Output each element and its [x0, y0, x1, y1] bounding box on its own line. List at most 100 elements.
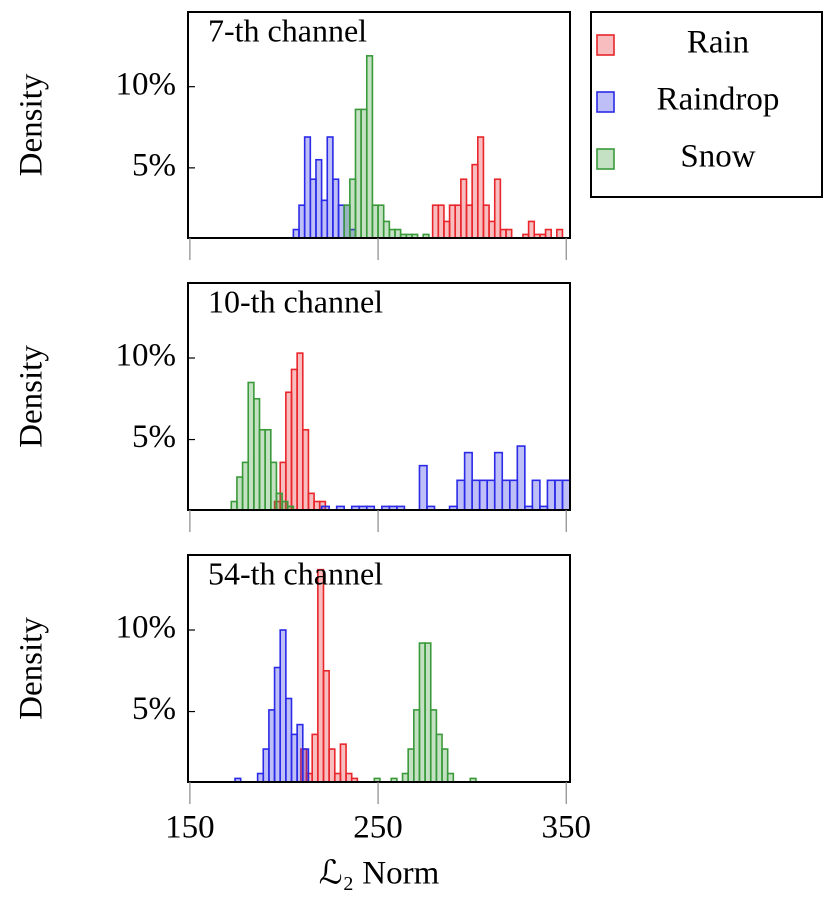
bar	[546, 479, 556, 510]
legend: Rain Raindrop Snow	[590, 11, 823, 198]
legend-label: Rain	[687, 25, 749, 61]
bar	[501, 479, 511, 510]
bar	[320, 199, 329, 238]
bar	[241, 461, 250, 510]
x-tick-label: 150	[165, 810, 215, 846]
bar	[258, 428, 266, 510]
bar	[247, 381, 255, 510]
bar	[315, 158, 323, 238]
bar	[245, 781, 253, 782]
bar	[273, 666, 282, 782]
bar	[230, 500, 238, 510]
bar	[317, 568, 325, 782]
bar	[527, 220, 536, 238]
bar	[251, 781, 259, 782]
bar	[505, 228, 513, 238]
bar	[433, 509, 443, 510]
panel-title: 54-th channel	[208, 555, 383, 591]
bar	[264, 428, 272, 510]
bar	[482, 204, 490, 238]
bar	[416, 237, 425, 238]
x-axis-label: ℒ₂ Norm	[319, 856, 440, 892]
bar	[418, 464, 428, 510]
plot-area	[234, 568, 489, 782]
bar	[478, 479, 489, 510]
panel-title: 7-th channel	[208, 12, 367, 48]
bar	[454, 204, 462, 238]
bar	[493, 178, 502, 238]
bar	[384, 781, 393, 782]
bar	[458, 781, 466, 782]
x-tick-label: 350	[541, 810, 591, 846]
bar	[516, 445, 526, 510]
bar	[403, 509, 413, 510]
bar	[343, 204, 351, 238]
bar	[422, 233, 430, 238]
bar	[475, 781, 483, 782]
bar	[285, 391, 293, 510]
bar	[345, 772, 353, 782]
bar	[379, 781, 387, 782]
legend-swatch	[596, 148, 615, 170]
bar	[429, 709, 438, 782]
bar	[463, 451, 473, 510]
bar	[452, 781, 460, 782]
bar	[418, 642, 426, 782]
legend-box	[590, 11, 823, 198]
y-axis-label: Density	[14, 617, 50, 720]
bar	[279, 629, 287, 782]
bar	[360, 108, 368, 238]
bar	[499, 228, 507, 238]
bar	[301, 428, 310, 510]
bar	[441, 748, 449, 782]
bar	[411, 233, 419, 238]
bar	[290, 368, 298, 510]
axis-frame	[187, 282, 571, 511]
x-tick-label: 250	[353, 810, 403, 846]
bar	[311, 733, 319, 782]
bar	[411, 509, 421, 510]
bar	[441, 509, 451, 510]
bar	[333, 772, 342, 782]
axis-frame	[187, 554, 571, 783]
bar	[401, 772, 409, 782]
legend-label: Snow	[680, 139, 755, 175]
bar	[326, 136, 334, 238]
bar	[550, 237, 558, 238]
bar	[236, 476, 244, 510]
bar	[471, 163, 479, 238]
bar	[446, 772, 455, 782]
bar	[275, 492, 283, 510]
bar	[407, 748, 415, 782]
bar	[396, 781, 404, 782]
y-tick-label: 5%	[132, 419, 176, 455]
bar	[309, 178, 317, 238]
bar	[298, 204, 306, 238]
bar	[531, 479, 541, 510]
bar	[460, 178, 468, 238]
legend-swatch	[596, 34, 615, 56]
bar	[301, 748, 310, 782]
bar	[508, 479, 519, 510]
bar	[303, 136, 312, 238]
bar	[349, 178, 357, 238]
bar	[394, 228, 402, 238]
y-axis-label: Density	[14, 345, 50, 448]
y-axis-label: Density	[14, 73, 50, 176]
y-tick-label: 5%	[132, 691, 176, 727]
bar	[269, 461, 278, 510]
bar	[431, 204, 440, 238]
bar	[332, 178, 340, 238]
panel-title: 10-th channel	[208, 283, 383, 319]
bar	[443, 220, 451, 238]
bar	[437, 204, 445, 238]
bar	[313, 500, 321, 510]
bar	[413, 709, 421, 782]
legend-label: Raindrop	[657, 82, 780, 118]
bar	[544, 228, 552, 238]
bar	[471, 479, 481, 510]
bar	[322, 669, 330, 782]
bar	[281, 500, 289, 510]
bar	[285, 697, 293, 782]
